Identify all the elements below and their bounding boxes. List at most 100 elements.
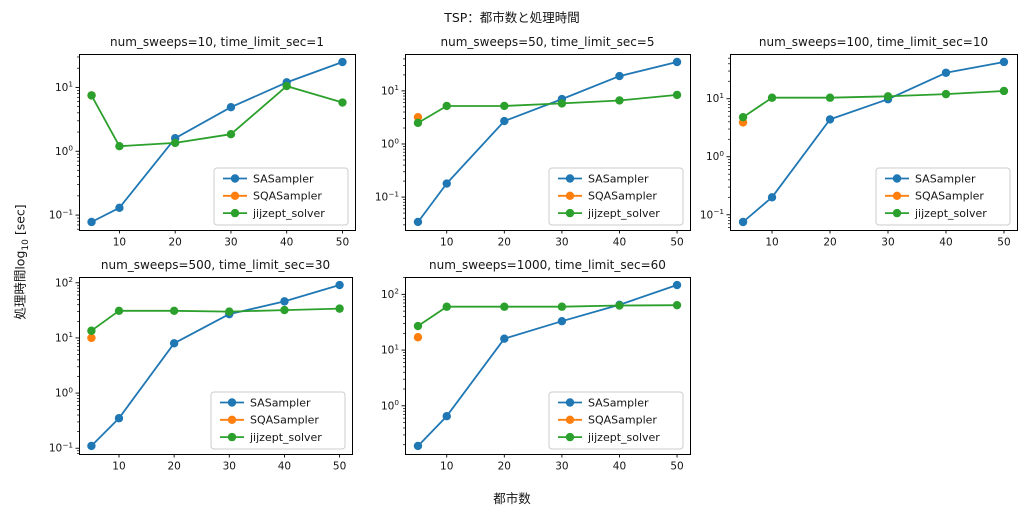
y-axis-label-subscript: 10: [20, 239, 31, 251]
series-line-jijzept_solver: [742, 90, 1005, 119]
x-tick-label: 50: [670, 237, 683, 249]
data-point-SASampler: [500, 334, 509, 343]
plot-frame: [79, 54, 356, 231]
legend-marker: [230, 174, 240, 183]
subplot-2: num_sweeps=50, time_limit_sec=5 10 20 30 40 5…: [375, 35, 691, 249]
data-point-SASampler: [280, 297, 289, 306]
legend-marker: [227, 415, 237, 424]
data-point-jijzept_solver: [615, 301, 624, 310]
x-tick-label: 40: [280, 237, 293, 249]
legend-label: SASampler: [253, 172, 314, 185]
legend: SASampler SQASampler jijzept_solver: [875, 167, 1011, 226]
data-point-SASampler: [169, 339, 179, 348]
data-point-SASampler: [335, 280, 344, 290]
data-point-SASampler: [226, 103, 236, 112]
data-point-jijzept_solver: [338, 98, 347, 107]
subplot-title: num_sweeps=500, time_limit_sec=30: [101, 258, 330, 272]
y-tick-label: 100: [55, 144, 73, 158]
legend-marker: [892, 208, 902, 218]
legend: SASampler SQASampler jijzept_solver: [548, 167, 684, 226]
data-point-jijzept_solver: [282, 81, 291, 91]
data-point-jijzept_solver: [87, 326, 96, 335]
legend-entry: SASampler: [223, 172, 314, 185]
data-point-jijzept_solver: [115, 142, 124, 151]
data-point-SASampler: [338, 57, 347, 67]
legend-entry: jijzept_solver: [223, 207, 325, 220]
data-point-SASampler: [413, 217, 423, 227]
plot-area: [738, 57, 1009, 227]
legend-entry: jijzept_solver: [220, 431, 322, 444]
data-point-jijzept_solver: [280, 305, 289, 315]
legend-label: jijzept_solver: [914, 207, 987, 220]
figure-title: TSP：都市数と処理時間: [444, 10, 580, 25]
plot-area: [87, 280, 344, 451]
x-tick-label: 10: [112, 461, 125, 473]
data-point-jijzept_solver: [825, 93, 835, 102]
data-point-jijzept_solver: [413, 118, 423, 128]
plot-frame: [405, 277, 691, 455]
y-tick-label: 100: [381, 136, 399, 150]
data-point-jijzept_solver: [500, 302, 509, 311]
x-tick-label: 50: [997, 237, 1010, 249]
legend-label: jijzept_solver: [587, 207, 660, 220]
series-line-SASampler: [90, 284, 341, 447]
x-tick-label: 40: [278, 461, 291, 473]
legend-label: jijzept_solver: [587, 431, 660, 444]
legend-entry: SASampler: [558, 172, 649, 185]
data-point-jijzept_solver: [413, 321, 423, 331]
x-tick-label: 20: [498, 461, 511, 473]
legend-marker: [565, 191, 575, 200]
data-point-SASampler: [114, 414, 124, 423]
plot-frame: [79, 277, 353, 455]
data-point-jijzept_solver: [672, 300, 682, 310]
y-tick-label: 10−1: [49, 207, 73, 221]
data-point-jijzept_solver: [442, 302, 451, 311]
legend-entry: jijzept_solver: [558, 207, 660, 220]
x-tick-label: 20: [823, 237, 836, 249]
legend-entry: SQASampler: [220, 414, 319, 427]
legend-entry: jijzept_solver: [885, 207, 987, 220]
y-tick-label: 100: [381, 398, 399, 412]
legend-marker: [565, 398, 575, 407]
x-tick-label: 50: [336, 237, 349, 249]
legend-label: SASampler: [588, 396, 649, 409]
subplot-4: num_sweeps=500, time_limit_sec=30 10 20 30 4…: [49, 258, 353, 473]
data-point-SASampler: [767, 193, 777, 202]
data-point-jijzept_solver: [169, 306, 179, 316]
plot-area: [413, 57, 682, 227]
data-point-SASampler: [999, 57, 1009, 67]
legend-marker: [892, 174, 902, 183]
data-point-SASampler: [941, 68, 951, 77]
data-point-SASampler: [672, 57, 682, 67]
x-tick-label: 20: [498, 237, 511, 249]
legend-label: SQASampler: [588, 190, 657, 203]
data-point-SASampler: [825, 115, 835, 124]
data-point-SASampler: [442, 179, 451, 188]
x-tick-label: 30: [555, 237, 568, 249]
data-point-jijzept_solver: [226, 130, 236, 139]
subplot-title: num_sweeps=10, time_limit_sec=1: [110, 35, 324, 49]
data-point-jijzept_solver: [114, 306, 124, 316]
data-point-jijzept_solver: [883, 92, 893, 101]
x-tick-label: 10: [440, 461, 453, 473]
legend: SASampler SQASampler jijzept_solver: [213, 167, 349, 226]
y-tick-label: 101: [381, 83, 399, 97]
data-point-SASampler: [500, 116, 509, 126]
legend-label: SQASampler: [915, 190, 984, 203]
series-line-jijzept_solver: [417, 94, 678, 124]
x-tick-label: 20: [167, 461, 180, 473]
data-point-SASampler: [87, 441, 96, 451]
data-point-jijzept_solver: [767, 93, 777, 102]
legend-label: jijzept_solver: [249, 431, 322, 444]
x-tick-label: 30: [223, 461, 236, 473]
legend-box: [548, 167, 684, 226]
series-line-SASampler: [417, 284, 678, 447]
plot-frame: [405, 54, 691, 231]
y-tick-label: 101: [381, 342, 399, 356]
data-point-jijzept_solver: [672, 90, 682, 100]
x-tick-label: 40: [613, 461, 626, 473]
y-axis-label: 処理時間log10 [sec]: [9, 204, 31, 319]
x-tick-label: 50: [333, 461, 346, 473]
data-point-SQASampler: [413, 333, 423, 342]
